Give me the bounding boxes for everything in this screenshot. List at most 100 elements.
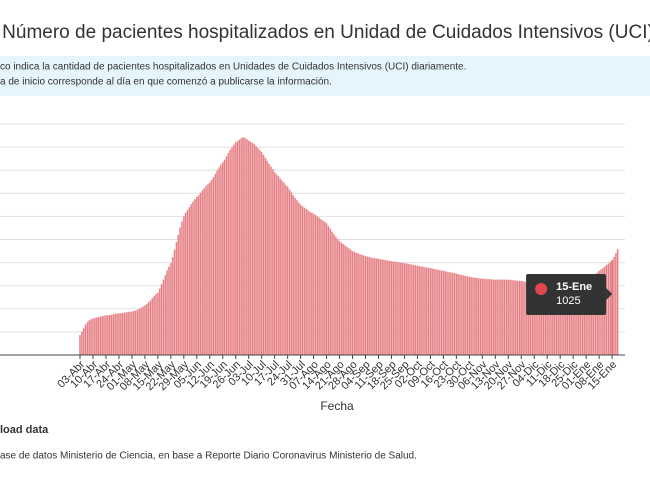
bar [321, 220, 324, 356]
bar [173, 249, 176, 356]
bar [108, 314, 111, 356]
bar [461, 274, 463, 356]
bar [229, 149, 232, 356]
bar [156, 292, 159, 356]
bar [99, 316, 102, 356]
bar [524, 281, 526, 356]
bar [425, 267, 428, 356]
bar [409, 264, 411, 356]
bar [169, 262, 172, 356]
bar [314, 214, 317, 356]
bar [494, 279, 497, 356]
bar [479, 278, 482, 356]
bar [392, 261, 395, 356]
tooltip-marker [535, 283, 548, 295]
bar [296, 200, 298, 356]
bar [331, 231, 334, 356]
bar [142, 306, 144, 356]
source-note: ase de datos Ministerio de Ciencia, en b… [0, 451, 417, 462]
bar [177, 234, 180, 356]
bar [181, 221, 183, 356]
bar [464, 275, 467, 356]
bar [153, 295, 156, 356]
bar [207, 183, 209, 356]
bar [129, 311, 131, 356]
bar [362, 255, 365, 356]
bar [347, 248, 350, 356]
bar [192, 201, 194, 356]
bar [462, 275, 465, 356]
bar [499, 279, 502, 356]
bar [340, 242, 343, 356]
bar [403, 262, 406, 356]
bar [105, 315, 107, 356]
bar [134, 310, 137, 356]
bar [616, 249, 619, 356]
bar [273, 171, 276, 356]
bar [453, 273, 456, 356]
bar [236, 140, 239, 356]
tooltip-arrow [606, 288, 613, 300]
tooltip-box [526, 274, 607, 315]
bar [188, 207, 191, 356]
bar [155, 293, 157, 356]
bar [160, 284, 163, 356]
bar [186, 209, 189, 356]
bar [218, 167, 220, 356]
bar [611, 260, 613, 356]
bar [103, 315, 106, 356]
bar [451, 272, 454, 356]
bar [310, 212, 313, 356]
bar [234, 142, 237, 356]
bar [257, 147, 259, 356]
bar [485, 278, 487, 356]
bar [412, 264, 415, 356]
bar [84, 324, 87, 356]
bar [266, 160, 269, 356]
bar [514, 280, 517, 356]
bar [509, 279, 512, 356]
bar [231, 146, 233, 356]
bar [475, 277, 478, 356]
bar [338, 241, 341, 356]
info-line: a de inicio corresponde al día en que co… [0, 77, 332, 88]
bar [199, 192, 202, 356]
bar [305, 208, 308, 356]
bar [294, 197, 296, 356]
bar [242, 137, 245, 356]
bar [184, 212, 187, 356]
bar [182, 216, 185, 356]
bar [299, 204, 302, 356]
bar [210, 179, 213, 356]
bar [216, 170, 219, 356]
bar [427, 267, 430, 356]
bar [483, 278, 486, 356]
bar [327, 225, 330, 356]
bar [212, 176, 215, 356]
bar [346, 246, 348, 356]
bar [292, 194, 295, 356]
bar [277, 176, 280, 356]
bar [383, 259, 385, 356]
bar [481, 278, 484, 356]
bar [496, 279, 499, 356]
bar [492, 279, 495, 356]
bar [118, 313, 120, 356]
bar [301, 206, 304, 356]
bar [208, 182, 211, 356]
bar [488, 279, 491, 356]
download-link[interactable]: load data [0, 424, 49, 436]
bar [375, 258, 378, 356]
bar [251, 142, 254, 356]
bar [355, 252, 358, 356]
bar [377, 258, 380, 356]
bar [470, 277, 473, 356]
bar [308, 211, 311, 356]
bar [329, 228, 332, 356]
bar [271, 169, 274, 356]
bar [140, 307, 143, 356]
bar [438, 270, 441, 356]
bar [214, 173, 217, 356]
bar [366, 256, 369, 356]
bar [131, 311, 133, 356]
